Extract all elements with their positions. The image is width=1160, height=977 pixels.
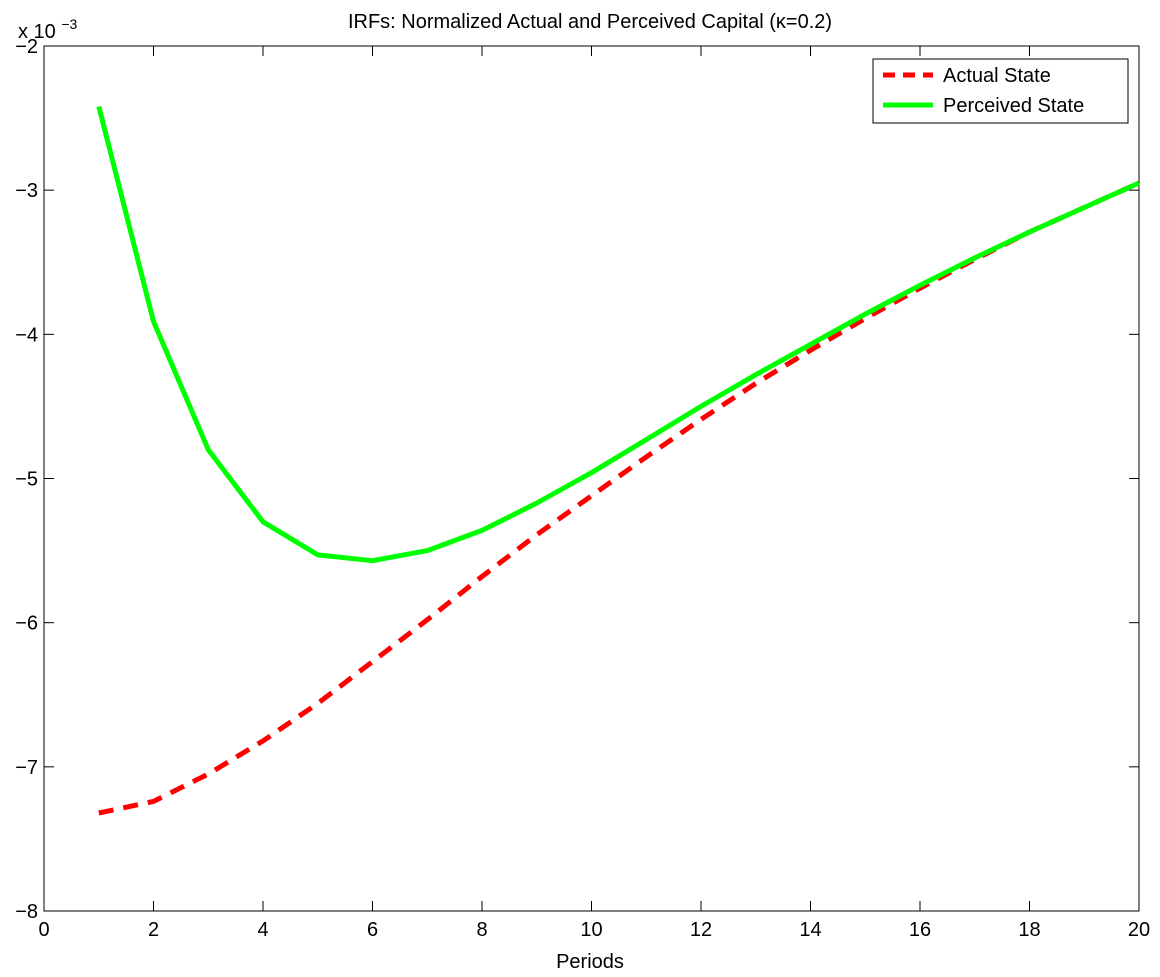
axis-ticks: 0 2 4 6 8 10 12 14 16 18 20 −8 −7 −6 −5 −4 −3 −2 — [15, 36, 1150, 941]
series-line-perceived-state — [96, 105, 1141, 564]
svg-text:x 10 −3: x 10 −3 — [18, 16, 78, 43]
x-tick-label: 0 — [38, 919, 49, 941]
legend-label-actual-state: Actual State — [943, 65, 1051, 87]
y-tick-label: −3 — [15, 180, 38, 202]
x-tick-label: 18 — [1018, 919, 1040, 941]
y-multiplier-base: x 10 — [18, 21, 56, 43]
y-tick-label: −8 — [15, 901, 38, 923]
chart-title: IRFs: Normalized Actual and Perceived Ca… — [348, 11, 832, 33]
x-tick-label: 8 — [476, 919, 487, 941]
series-line-actual-state — [98, 180, 1141, 816]
series-layer — [96, 105, 1141, 816]
x-tick-label: 12 — [690, 919, 712, 941]
plot-frame — [43, 45, 1140, 912]
y-multiplier-exponent: −3 — [61, 16, 77, 32]
y-tick-label: −4 — [15, 324, 38, 346]
legend: Actual State Perceived State — [872, 58, 1129, 124]
x-tick-label: 2 — [148, 919, 159, 941]
y-tick-label: −6 — [15, 613, 38, 635]
x-tick-label: 10 — [580, 919, 602, 941]
y-tick-label: −5 — [15, 469, 38, 491]
x-tick-label: 4 — [257, 919, 268, 941]
x-tick-label: 14 — [799, 919, 821, 941]
y-tick-label: −7 — [15, 757, 38, 779]
x-tick-label: 6 — [367, 919, 378, 941]
y-tick-label: −2 — [15, 36, 38, 58]
plot-area-border — [43, 45, 1140, 912]
x-axis-label: Periods — [556, 951, 624, 973]
y-axis-multiplier: x 10 −3 — [18, 16, 78, 43]
x-tick-label: 20 — [1128, 919, 1150, 941]
x-tick-label: 16 — [909, 919, 931, 941]
legend-label-perceived-state: Perceived State — [943, 95, 1084, 117]
legend-box — [872, 58, 1129, 124]
